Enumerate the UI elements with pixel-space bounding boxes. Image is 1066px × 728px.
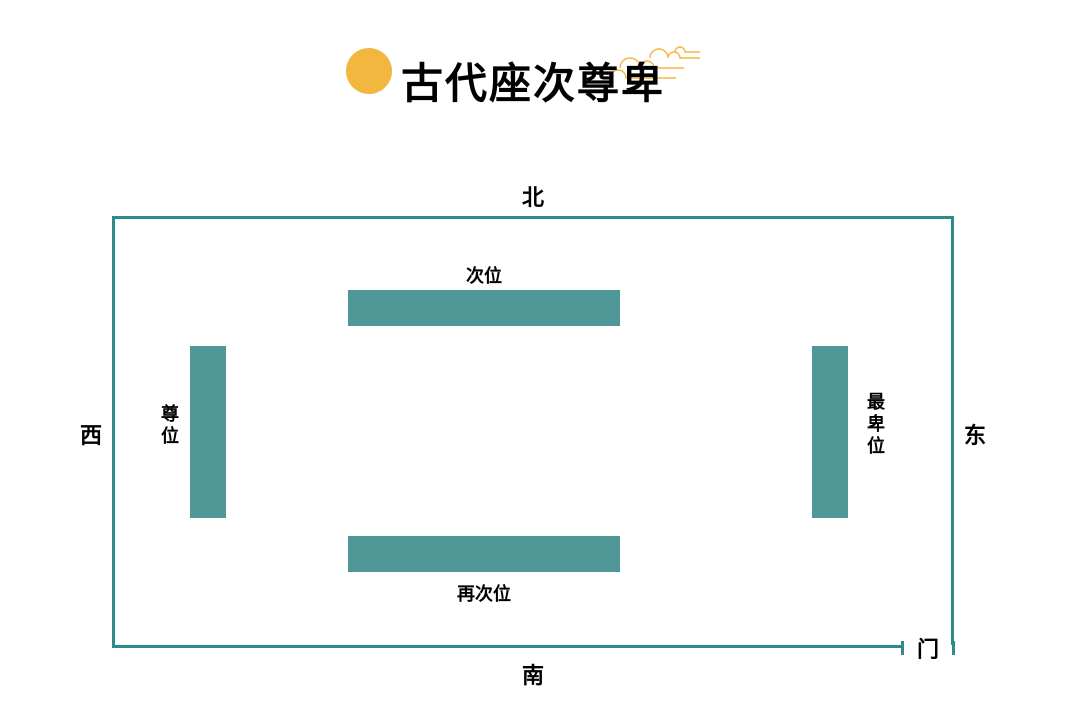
diagram-canvas: 古代座次尊卑 门 北 南 西 东 次位 再次位 尊位 最卑位 <box>0 0 1066 728</box>
seat-north-bar <box>348 290 620 326</box>
dir-north-label: 北 <box>112 180 954 212</box>
door-tick-right <box>952 641 955 655</box>
seat-west-label: 尊位 <box>156 404 182 448</box>
dir-east-label: 东 <box>964 418 1024 450</box>
dir-south-label: 南 <box>112 658 954 690</box>
seat-south-bar <box>348 536 620 572</box>
seat-east-bar <box>812 346 848 518</box>
seat-north-label: 次位 <box>348 262 620 288</box>
seat-south-label: 再次位 <box>348 580 620 606</box>
dir-west-label: 西 <box>42 418 102 450</box>
seat-west-bar <box>190 346 226 518</box>
title-wrap: 古代座次尊卑 <box>0 50 1066 111</box>
page-title: 古代座次尊卑 <box>401 60 665 107</box>
seat-east-label: 最卑位 <box>862 392 888 458</box>
